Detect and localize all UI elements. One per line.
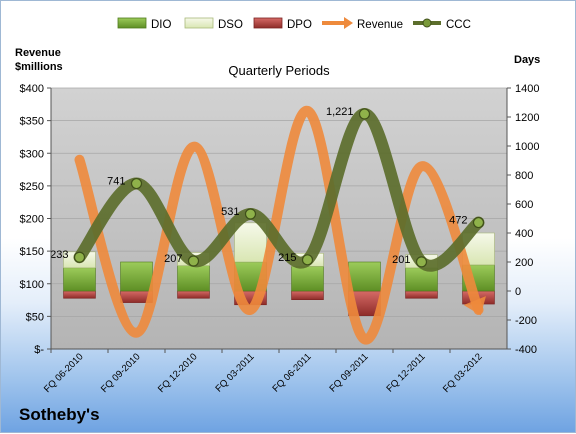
ccc-data-label: 1,221 (326, 106, 354, 118)
revenue-line (74, 105, 486, 345)
legend-swatch-ccc (413, 18, 441, 28)
bar-dio (63, 267, 96, 292)
bar-dso (234, 222, 267, 263)
left-axis-title-line1: Revenue (15, 47, 61, 59)
right-tick-label: 800 (515, 170, 533, 182)
left-axis-title-line2: $millions (15, 61, 63, 73)
right-axis-ticks: -400 -200 0 200 400 600 800 1000 1200 1400 (506, 83, 539, 356)
revenue-series-line (74, 105, 484, 345)
legend-swatch-dio (117, 17, 147, 29)
right-tick-label: 1400 (515, 83, 539, 95)
left-tick-label: $150 (20, 246, 44, 258)
legend-label-dio: DIO (151, 19, 172, 31)
ccc-data-label: 741 (107, 176, 125, 188)
legend-swatch-revenue (322, 17, 353, 29)
chart-title: Quarterly Periods (228, 63, 330, 78)
ccc-series-line (73, 107, 485, 272)
legend-label-dso: DSO (218, 19, 243, 31)
x-tick-label: FQ 09-2011 (327, 351, 370, 394)
right-tick-label: 0 (515, 286, 521, 298)
ccc-point (415, 256, 428, 268)
ccc-data-label: 472 (449, 215, 467, 227)
ccc-data-label: 201 (392, 254, 410, 266)
legend-label-dpo: DPO (287, 19, 312, 31)
ccc-point (301, 254, 314, 266)
bar-dio (177, 265, 210, 292)
left-tick-label: $300 (20, 148, 44, 160)
right-tick-label: 600 (515, 199, 533, 211)
company-name: Sotheby's (19, 405, 100, 424)
ccc-point (130, 177, 143, 190)
legend-label-ccc: CCC (446, 19, 471, 31)
bar-dio (291, 266, 324, 292)
right-tick-label: 1200 (515, 112, 539, 124)
right-tick-label: -200 (515, 315, 537, 327)
ccc-data-label: 207 (164, 253, 182, 265)
ccc-data-labels: 233 741 207 531 215 1,221 201 472 (50, 106, 467, 266)
x-tick-label: FQ 12-2010 (156, 351, 200, 395)
left-axis-ticks: $- $50 $100 $150 $200 $250 $300 $350 $400 (20, 83, 52, 356)
x-tick-label: FQ 06-2011 (270, 351, 313, 394)
legend-swatch-dpo (253, 17, 283, 29)
ccc-point (244, 208, 257, 220)
ccc-line (73, 107, 485, 272)
legend-swatch-dso (184, 17, 214, 29)
bar-dpo (405, 290, 438, 299)
left-tick-label: $100 (20, 279, 44, 291)
right-tick-label: -400 (515, 344, 537, 356)
x-tick-label: FQ 12-2011 (384, 351, 427, 394)
left-tick-label: $50 (26, 311, 44, 323)
legend: DIO DSO DPO Revenue CCC (117, 17, 471, 31)
ccc-point (472, 216, 485, 229)
revenue-arrowhead (463, 296, 486, 316)
ccc-point (73, 251, 86, 263)
x-tick-label: FQ 06-2010 (42, 351, 86, 395)
ccc-data-label: 215 (278, 252, 296, 264)
right-tick-label: 400 (515, 228, 533, 240)
x-tick-label: FQ 09-2010 (99, 351, 143, 395)
right-tick-label: 200 (515, 257, 533, 269)
right-axis-title: Days (514, 54, 540, 66)
left-tick-label: $200 (20, 214, 44, 226)
right-tick-label: 1000 (515, 141, 539, 153)
legend-label-revenue: Revenue (357, 19, 403, 31)
left-tick-label: $400 (20, 83, 44, 95)
bar-dio (120, 261, 153, 292)
ccc-data-label: 233 (50, 249, 68, 261)
ccc-data-label: 531 (221, 206, 239, 218)
left-tick-label: $350 (20, 116, 44, 128)
bar-dio (348, 261, 381, 292)
ccc-point (358, 108, 371, 120)
bar-dpo (291, 290, 324, 300)
category-axis: FQ 06-2010 FQ 09-2010 FQ 12-2010 FQ 03-2011… (42, 348, 507, 395)
left-tick-label: $250 (20, 181, 44, 193)
bar-dpo (177, 290, 210, 299)
bar-dpo (63, 290, 96, 299)
x-tick-label: FQ 03-2011 (213, 351, 256, 394)
ccc-point (187, 255, 200, 267)
x-tick-label: FQ 03-2012 (441, 351, 485, 395)
left-tick-label: $- (34, 344, 44, 356)
